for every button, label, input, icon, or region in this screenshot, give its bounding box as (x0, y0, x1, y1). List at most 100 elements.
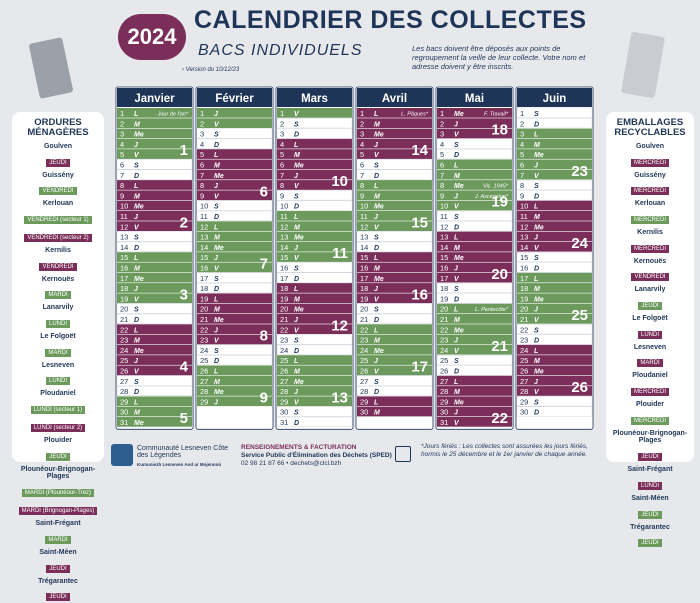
day-number: 7 (120, 171, 124, 180)
week-number: 17 (411, 359, 428, 376)
day-number: 25 (280, 356, 288, 365)
day-number: 31 (440, 418, 448, 427)
day-number: 6 (280, 161, 284, 170)
day-number: 23 (200, 336, 208, 345)
day-number: 27 (280, 377, 288, 386)
day-row (357, 170, 432, 180)
weekday: M (214, 163, 220, 170)
collection-day: JEUDI (638, 453, 661, 461)
day-number: 29 (120, 397, 128, 406)
day-number: 21 (360, 315, 368, 324)
day-number: 30 (520, 408, 528, 417)
weekday: S (374, 163, 379, 170)
weekday: S (134, 379, 139, 386)
weekday: D (294, 132, 299, 139)
weekday: Me (294, 379, 304, 386)
month-name: Avril (382, 93, 407, 105)
weekday: D (534, 193, 539, 200)
weekday: Me (534, 369, 544, 376)
org-breton: Kumuniezh Lesneven Aod ar Mojennoù (137, 462, 221, 467)
calendar-icon (395, 446, 411, 462)
day-row (117, 190, 192, 200)
day-number: 8 (440, 181, 444, 190)
info-contact: 02 98 21 87 66 • dechets@clcl.bzh (241, 460, 341, 467)
day-number: 13 (200, 233, 208, 242)
day-number: 13 (440, 233, 448, 242)
town-name: Trégarantec (609, 524, 691, 532)
weekday: D (214, 142, 219, 149)
day-row (517, 139, 592, 149)
day-number: 25 (440, 356, 448, 365)
day-row (357, 190, 432, 200)
weekday: S (214, 348, 219, 355)
weekday: L (534, 132, 538, 139)
weekday: S (294, 338, 299, 345)
day-number: 1 (200, 109, 204, 118)
day-row (277, 118, 352, 128)
day-number: 16 (120, 264, 128, 273)
weekday: M (294, 224, 300, 231)
weekday: Me (454, 183, 464, 190)
day-number: 16 (280, 264, 288, 273)
weekday: Me (374, 204, 384, 211)
weekday: S (454, 214, 459, 221)
day-number: 6 (440, 161, 444, 170)
weekday: D (294, 348, 299, 355)
day-number: 12 (200, 222, 208, 231)
day-number: 2 (440, 119, 444, 128)
day-number: 7 (360, 171, 364, 180)
day-row (117, 160, 192, 170)
day-number: 18 (520, 284, 528, 293)
collection-day: JEUDI (46, 593, 69, 601)
weekday: L (294, 358, 298, 365)
day-number: 10 (440, 202, 448, 211)
day-number: 29 (520, 397, 528, 406)
day-number: 22 (200, 325, 208, 334)
day-row (117, 180, 192, 190)
weekday: S (294, 266, 299, 273)
holidays-note: *Jours fériés : Les collectes sont assur… (421, 443, 603, 459)
day-number: 13 (520, 233, 528, 242)
day-number: 16 (520, 264, 528, 273)
day-number: 1 (520, 109, 524, 118)
day-number: 26 (520, 367, 528, 376)
day-number: 8 (520, 181, 524, 190)
weekday: M (374, 338, 380, 345)
weekday: Me (454, 399, 464, 406)
day-number: 29 (200, 397, 208, 406)
weekday: Me (134, 204, 144, 211)
day-number: 18 (200, 284, 208, 293)
weekday: L (134, 183, 138, 190)
day-number: 10 (280, 202, 288, 211)
day-row (277, 149, 352, 159)
day-number: 20 (120, 305, 128, 314)
day-number: 7 (280, 171, 284, 180)
day-number: 30 (120, 408, 128, 417)
day-number: 23 (520, 336, 528, 345)
week-number: 13 (331, 389, 348, 406)
month-name: Juin (543, 93, 567, 105)
day-number: 14 (200, 243, 208, 252)
day-number: 4 (520, 140, 524, 149)
day-number: 21 (280, 315, 288, 324)
day-row (197, 129, 272, 139)
day-number: 27 (440, 377, 448, 386)
weekday: L (374, 111, 378, 118)
day-number: 1 (360, 109, 364, 118)
day-row (517, 108, 592, 118)
weekday: Me (214, 245, 224, 252)
day-number: 15 (200, 253, 208, 262)
day-number: 23 (120, 336, 128, 345)
week-number: 18 (491, 122, 508, 139)
weekday: D (534, 121, 539, 128)
week-number: 21 (491, 338, 508, 355)
week-number: 5 (180, 410, 188, 427)
week-number: 22 (491, 410, 508, 427)
weekday: D (374, 173, 379, 180)
weekday: D (294, 276, 299, 283)
day-number: 20 (520, 305, 528, 314)
day-number: 26 (120, 367, 128, 376)
day-number: 13 (280, 233, 288, 242)
